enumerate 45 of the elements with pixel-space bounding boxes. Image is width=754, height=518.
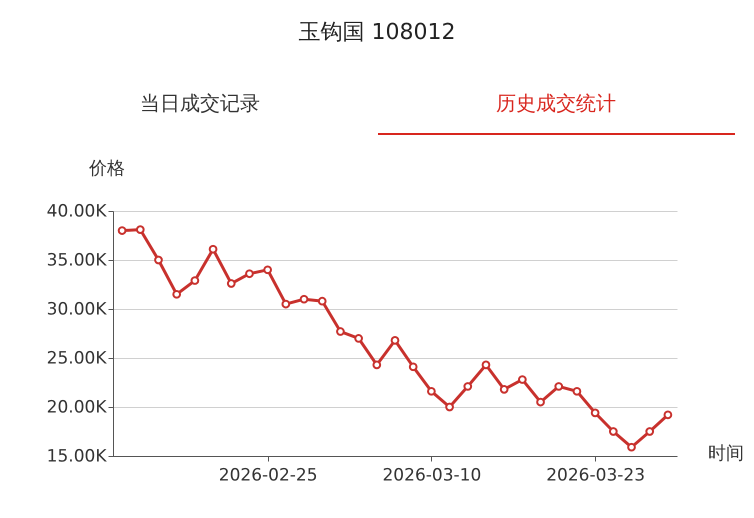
text: 当日成交记录 (140, 91, 260, 115)
point (300, 294, 308, 304)
point (263, 265, 272, 274)
point (572, 386, 582, 396)
point (281, 300, 290, 308)
point (608, 427, 618, 436)
point (136, 225, 145, 234)
point (245, 269, 254, 278)
y-tick-label: 15.00K (46, 446, 108, 466)
y-tick-label: 30.00K (46, 300, 108, 320)
x-tick-label: 2026-02-25 (218, 466, 318, 486)
point (208, 244, 218, 254)
y-axis-title: 价格 (88, 158, 125, 179)
point (408, 362, 418, 372)
point (118, 226, 126, 235)
point (154, 256, 163, 264)
point (354, 334, 363, 343)
x-tick-label: 2026-03-23 (546, 466, 646, 486)
point (372, 360, 382, 370)
point (390, 336, 400, 345)
point (664, 410, 672, 420)
point (645, 427, 654, 436)
point (500, 385, 509, 394)
chart-title: 玉钩国 108012 (298, 20, 456, 45)
point (318, 296, 327, 306)
point (627, 442, 636, 452)
point (427, 386, 436, 396)
point (518, 375, 527, 384)
point (482, 360, 490, 370)
point (590, 408, 600, 418)
point (554, 382, 564, 391)
point (463, 382, 472, 391)
y-tick-label: 35.00K (46, 250, 108, 270)
y-tick-label: 40.00K (46, 202, 108, 222)
point (336, 327, 345, 336)
y-tick-label: 25.00K (46, 348, 108, 368)
y-tick-label: 20.00K (46, 398, 108, 418)
point (226, 279, 236, 288)
text: 历史成交统计 (496, 91, 616, 115)
point (190, 276, 200, 285)
x-tick-label: 2026-03-10 (382, 466, 482, 486)
point (172, 290, 182, 299)
point (536, 398, 545, 406)
point (445, 402, 454, 412)
x-axis-title: 时间 (708, 443, 744, 464)
